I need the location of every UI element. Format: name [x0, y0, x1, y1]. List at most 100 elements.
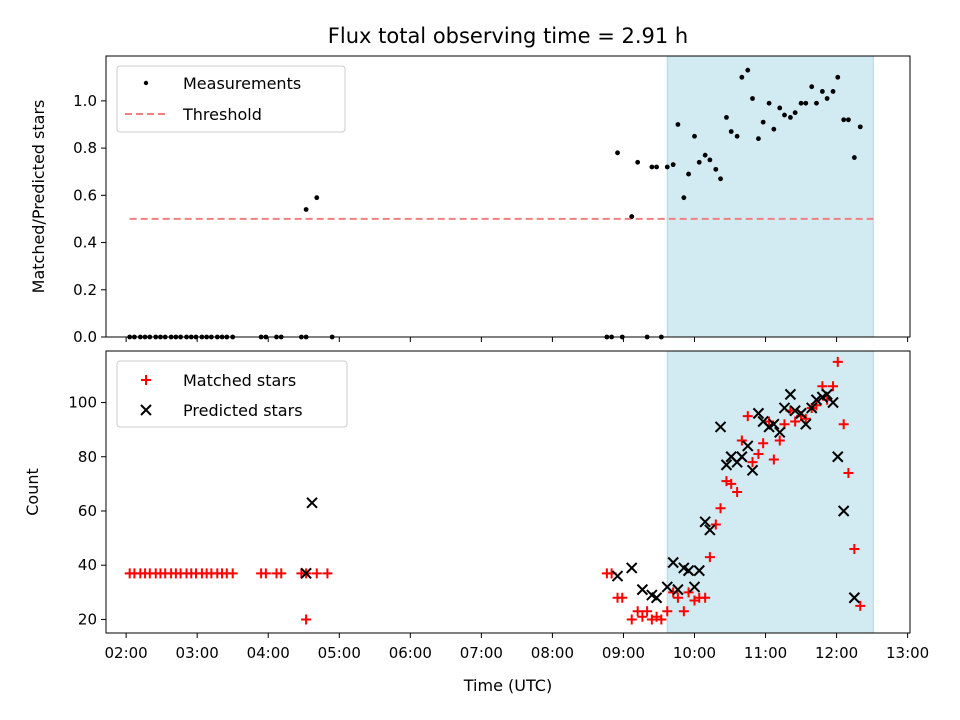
predicted-star-point	[784, 388, 797, 401]
bottom-xtick-label: 12:00	[815, 644, 858, 662]
legend-measurements-label: Measurements	[183, 74, 301, 93]
predicted-star-point	[848, 592, 861, 604]
matched-star-point	[632, 606, 643, 617]
legend-predicted-symbol	[140, 404, 152, 416]
predicted-star-point	[636, 583, 649, 596]
predicted-star-point	[806, 402, 818, 414]
measurement-point	[809, 84, 815, 90]
predicted-star-point	[742, 440, 754, 452]
bottom-ytick-label: 80	[78, 448, 97, 466]
bottom-xtick-label: 06:00	[389, 644, 432, 662]
top-y-ticks: 0.0 0.2 0.4 0.6 0.8 1.0	[73, 92, 106, 346]
matched-star-point	[662, 606, 673, 617]
top-legend-box	[116, 65, 346, 133]
matched-star-point	[849, 543, 860, 554]
top-ytick-label: 0.0	[73, 328, 97, 346]
measurement-point	[718, 176, 723, 182]
measurement-point	[654, 164, 660, 170]
bottom-xtick-label: 09:00	[602, 644, 645, 662]
measurement-point	[792, 110, 798, 116]
matched-star-point	[704, 552, 715, 563]
measurement-point	[745, 67, 751, 73]
measurement-point	[686, 171, 691, 177]
top-panel: 0.0 0.2 0.4 0.6 0.8 1.0 Matched/Predicted sta…	[29, 55, 911, 346]
bottom-xtick-label: 08:00	[531, 644, 574, 662]
matched-star-point	[642, 606, 653, 617]
measurement-point	[824, 96, 830, 101]
legend-matched-symbol	[141, 375, 151, 385]
measurement-point	[615, 150, 620, 156]
bottom-ytick-label: 100	[68, 394, 97, 412]
top-y-axis-label: Matched/Predicted stars	[29, 100, 48, 294]
measurement-point	[798, 100, 804, 106]
predicted-star-point	[821, 388, 833, 401]
predicted-star-point	[626, 562, 638, 574]
matched-star-point	[855, 600, 866, 611]
top-ytick-label: 0.8	[73, 139, 97, 157]
legend-predicted-label: Predicted stars	[183, 401, 303, 420]
matched-star-point	[774, 435, 785, 446]
measurement-point	[707, 157, 713, 163]
matched-star-point	[742, 411, 753, 422]
measurement-point	[841, 117, 847, 123]
predicted-star-point	[720, 459, 733, 471]
predicted-star-point	[693, 564, 705, 577]
matched-star-point	[832, 356, 843, 367]
matched-star-point	[260, 568, 271, 579]
measurement-point	[649, 164, 655, 170]
matched-star-point	[843, 468, 854, 479]
legend-matched-label: Matched stars	[183, 371, 296, 390]
measurement-point	[760, 119, 766, 125]
predicted-star-point	[306, 497, 318, 509]
measurement-point	[756, 136, 761, 142]
top-axes-frame	[105, 55, 911, 338]
predicted-star-point	[789, 404, 801, 417]
legend-threshold-label: Threshold	[182, 105, 262, 124]
matched-star-point	[800, 413, 811, 424]
measurement-point	[728, 129, 734, 134]
bottom-ytick-label: 20	[78, 610, 97, 628]
measurement-point	[857, 124, 863, 130]
x-axis-label: Time (UTC)	[463, 676, 552, 695]
matched-star-point	[311, 568, 322, 579]
measurement-point	[734, 133, 740, 139]
bottom-axes-frame	[105, 350, 911, 634]
measurement-point	[739, 74, 745, 80]
bottom-xtick-label: 04:00	[247, 644, 290, 662]
measurement-point	[782, 112, 787, 118]
measurement-point	[766, 100, 772, 106]
predicted-star-point	[300, 567, 312, 580]
matched-star-point	[726, 478, 737, 489]
legend-matched-marker	[141, 375, 151, 385]
measurement-point	[681, 195, 687, 201]
predicted-star-point	[667, 556, 679, 569]
predicted-star-point	[688, 581, 701, 593]
matched-star-point	[678, 606, 689, 617]
predicted-star-point	[800, 418, 812, 430]
predicted-star-point	[837, 505, 850, 517]
predicted-star-point	[768, 418, 780, 430]
matched-star-point	[322, 568, 333, 579]
measurement-point	[803, 100, 809, 106]
measurement-point	[750, 96, 755, 101]
bottom-legend: Matched stars Predicted stars	[116, 360, 348, 428]
chart-title: Flux total observing time = 2.91 h	[328, 24, 688, 48]
bottom-y-axis-label: Count	[23, 468, 42, 516]
measurement-point	[670, 162, 676, 168]
measurement-point	[675, 122, 681, 127]
matched-star-point	[768, 454, 779, 465]
legend-predicted-marker	[140, 404, 152, 416]
matched-star-point	[747, 457, 758, 468]
bottom-xtick-label: 02:00	[105, 644, 148, 662]
measurement-point	[819, 89, 825, 94]
matched-star-point	[753, 449, 764, 460]
matched-star-point	[301, 614, 312, 625]
bottom-ytick-label: 40	[78, 556, 97, 574]
measurement-point	[835, 74, 841, 80]
measurement-point	[713, 166, 719, 172]
measurement-point	[314, 195, 320, 201]
matched-star-point	[617, 592, 628, 603]
measurement-point	[629, 214, 635, 219]
bottom-xtick-label: 10:00	[673, 644, 716, 662]
matched-star-point	[672, 592, 683, 603]
